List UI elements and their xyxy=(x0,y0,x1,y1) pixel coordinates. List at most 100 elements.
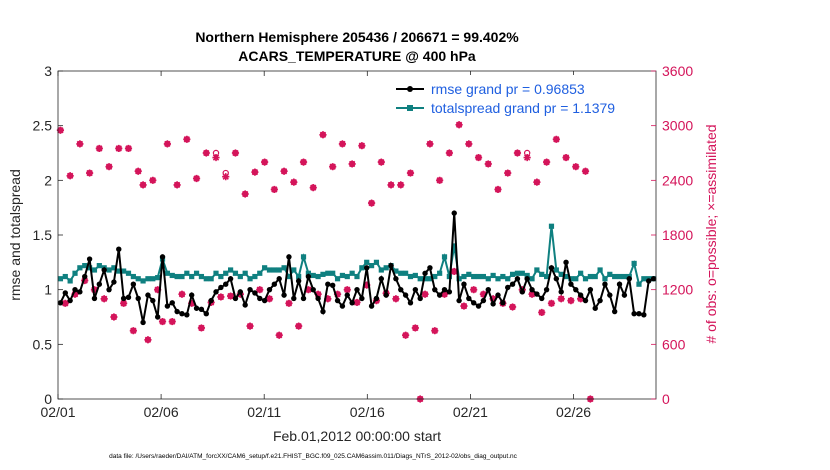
obs-assimilated-point xyxy=(265,295,274,303)
rmse-point xyxy=(223,281,229,287)
obs-assimilated-point xyxy=(431,327,439,335)
rmse-point xyxy=(568,281,574,287)
y-tick-label-left: 1.5 xyxy=(33,227,53,243)
legend-box xyxy=(390,75,652,120)
spread-point xyxy=(373,259,380,265)
y-axis-label-right: # of obs: o=possible; ×=assimilated xyxy=(703,124,719,343)
obs-assimilated-point xyxy=(557,295,565,303)
spread-point xyxy=(213,270,219,276)
rmse-point xyxy=(208,297,214,304)
rmse-point xyxy=(573,286,579,293)
obs-assimilated-point xyxy=(129,327,137,335)
rmse-point xyxy=(607,292,613,298)
rmse-point xyxy=(354,286,360,293)
rmse-point xyxy=(344,292,350,298)
obs-assimilated-point xyxy=(523,153,531,162)
spread-point xyxy=(500,273,506,280)
obs-assimilated-point xyxy=(212,153,220,162)
obs-assimilated-point xyxy=(552,135,560,143)
spread-point xyxy=(364,259,370,265)
spread-point xyxy=(237,273,243,280)
rmse-point xyxy=(402,292,409,298)
rmse-point xyxy=(563,259,569,266)
obs-assimilated-point xyxy=(465,140,473,148)
rmse-point xyxy=(276,276,282,282)
rmse-point xyxy=(281,292,287,298)
y-tick-label-right: 0 xyxy=(662,391,670,407)
spread-point xyxy=(305,270,311,276)
obs-assimilated-point xyxy=(149,176,157,184)
rmse-point xyxy=(227,276,234,282)
obs-assimilated-point xyxy=(445,149,453,157)
spread-point xyxy=(330,270,336,276)
rmse-point xyxy=(417,295,423,302)
obs-assimilated-point xyxy=(411,324,419,332)
rmse-point xyxy=(398,286,404,293)
rmse-point xyxy=(364,265,370,271)
rmse-point xyxy=(451,210,457,216)
rmse-point xyxy=(514,276,521,282)
spread-point xyxy=(150,276,156,282)
obs-assimilated-point xyxy=(241,190,249,198)
rmse-point xyxy=(159,254,166,260)
spread-point xyxy=(193,270,200,276)
spread-point xyxy=(636,281,642,287)
obs-assimilated-point xyxy=(513,149,522,157)
chart-title-line2: ACARS_TEMPERATURE @ 400 hPa xyxy=(238,48,476,64)
rmse-point xyxy=(145,292,151,298)
rmse-point xyxy=(101,267,107,273)
obs-assimilated-point xyxy=(436,176,444,184)
spread-point xyxy=(437,270,443,276)
obs-assimilated-point xyxy=(333,290,342,298)
spread-point xyxy=(208,276,214,282)
rmse-point xyxy=(597,297,603,304)
spread-point xyxy=(539,271,545,277)
y-tick-label-left: 2 xyxy=(44,172,52,188)
spread-point xyxy=(475,273,482,280)
obs-assimilated-point xyxy=(353,298,361,307)
y-tick-label-left: 3 xyxy=(44,63,52,79)
y-tick-label-left: 0.5 xyxy=(33,336,53,352)
x-tick-label: 02/16 xyxy=(350,404,385,420)
x-tick-label: 02/06 xyxy=(144,404,179,420)
rmse-point xyxy=(543,286,550,293)
spread-point xyxy=(242,270,248,276)
obs-assimilated-point xyxy=(304,286,312,294)
obs-assimilated-point xyxy=(275,331,283,339)
obs-assimilated-point xyxy=(533,178,541,186)
obs-assimilated-point xyxy=(562,153,570,162)
obs-assimilated-point xyxy=(547,299,556,307)
rmse-point xyxy=(446,289,453,295)
spread-point xyxy=(130,273,136,280)
legend-marker-rmse xyxy=(407,86,413,92)
rmse-point xyxy=(96,281,103,287)
obs-assimilated-point xyxy=(348,160,356,168)
rmse-point xyxy=(558,289,564,295)
rmse-point xyxy=(232,295,239,302)
spread-point xyxy=(582,276,589,282)
obs-assimilated-point xyxy=(173,181,181,189)
spread-point xyxy=(616,273,623,280)
spread-point xyxy=(121,268,127,274)
rmse-point xyxy=(602,281,608,287)
obs-assimilated-point xyxy=(494,185,502,194)
spread-point xyxy=(72,270,78,276)
obs-assimilated-point xyxy=(231,149,240,157)
obs-assimilated-point xyxy=(295,322,303,330)
rmse-point xyxy=(553,276,560,282)
rmse-point xyxy=(247,286,253,293)
obs-assimilated-point xyxy=(309,184,317,192)
obs-assimilated-point xyxy=(397,181,405,189)
spread-point xyxy=(179,273,185,280)
obs-assimilated-point xyxy=(504,169,512,177)
spread-point xyxy=(403,270,409,276)
rmse-point xyxy=(72,286,78,293)
spread-point xyxy=(262,265,268,271)
rmse-point xyxy=(91,295,98,302)
rmse-point xyxy=(169,300,175,306)
spread-point xyxy=(563,273,569,280)
obs-assimilated-point xyxy=(474,153,483,162)
rmse-point xyxy=(388,262,394,269)
obs-assimilated-point xyxy=(577,295,585,303)
spread-point xyxy=(417,276,423,282)
